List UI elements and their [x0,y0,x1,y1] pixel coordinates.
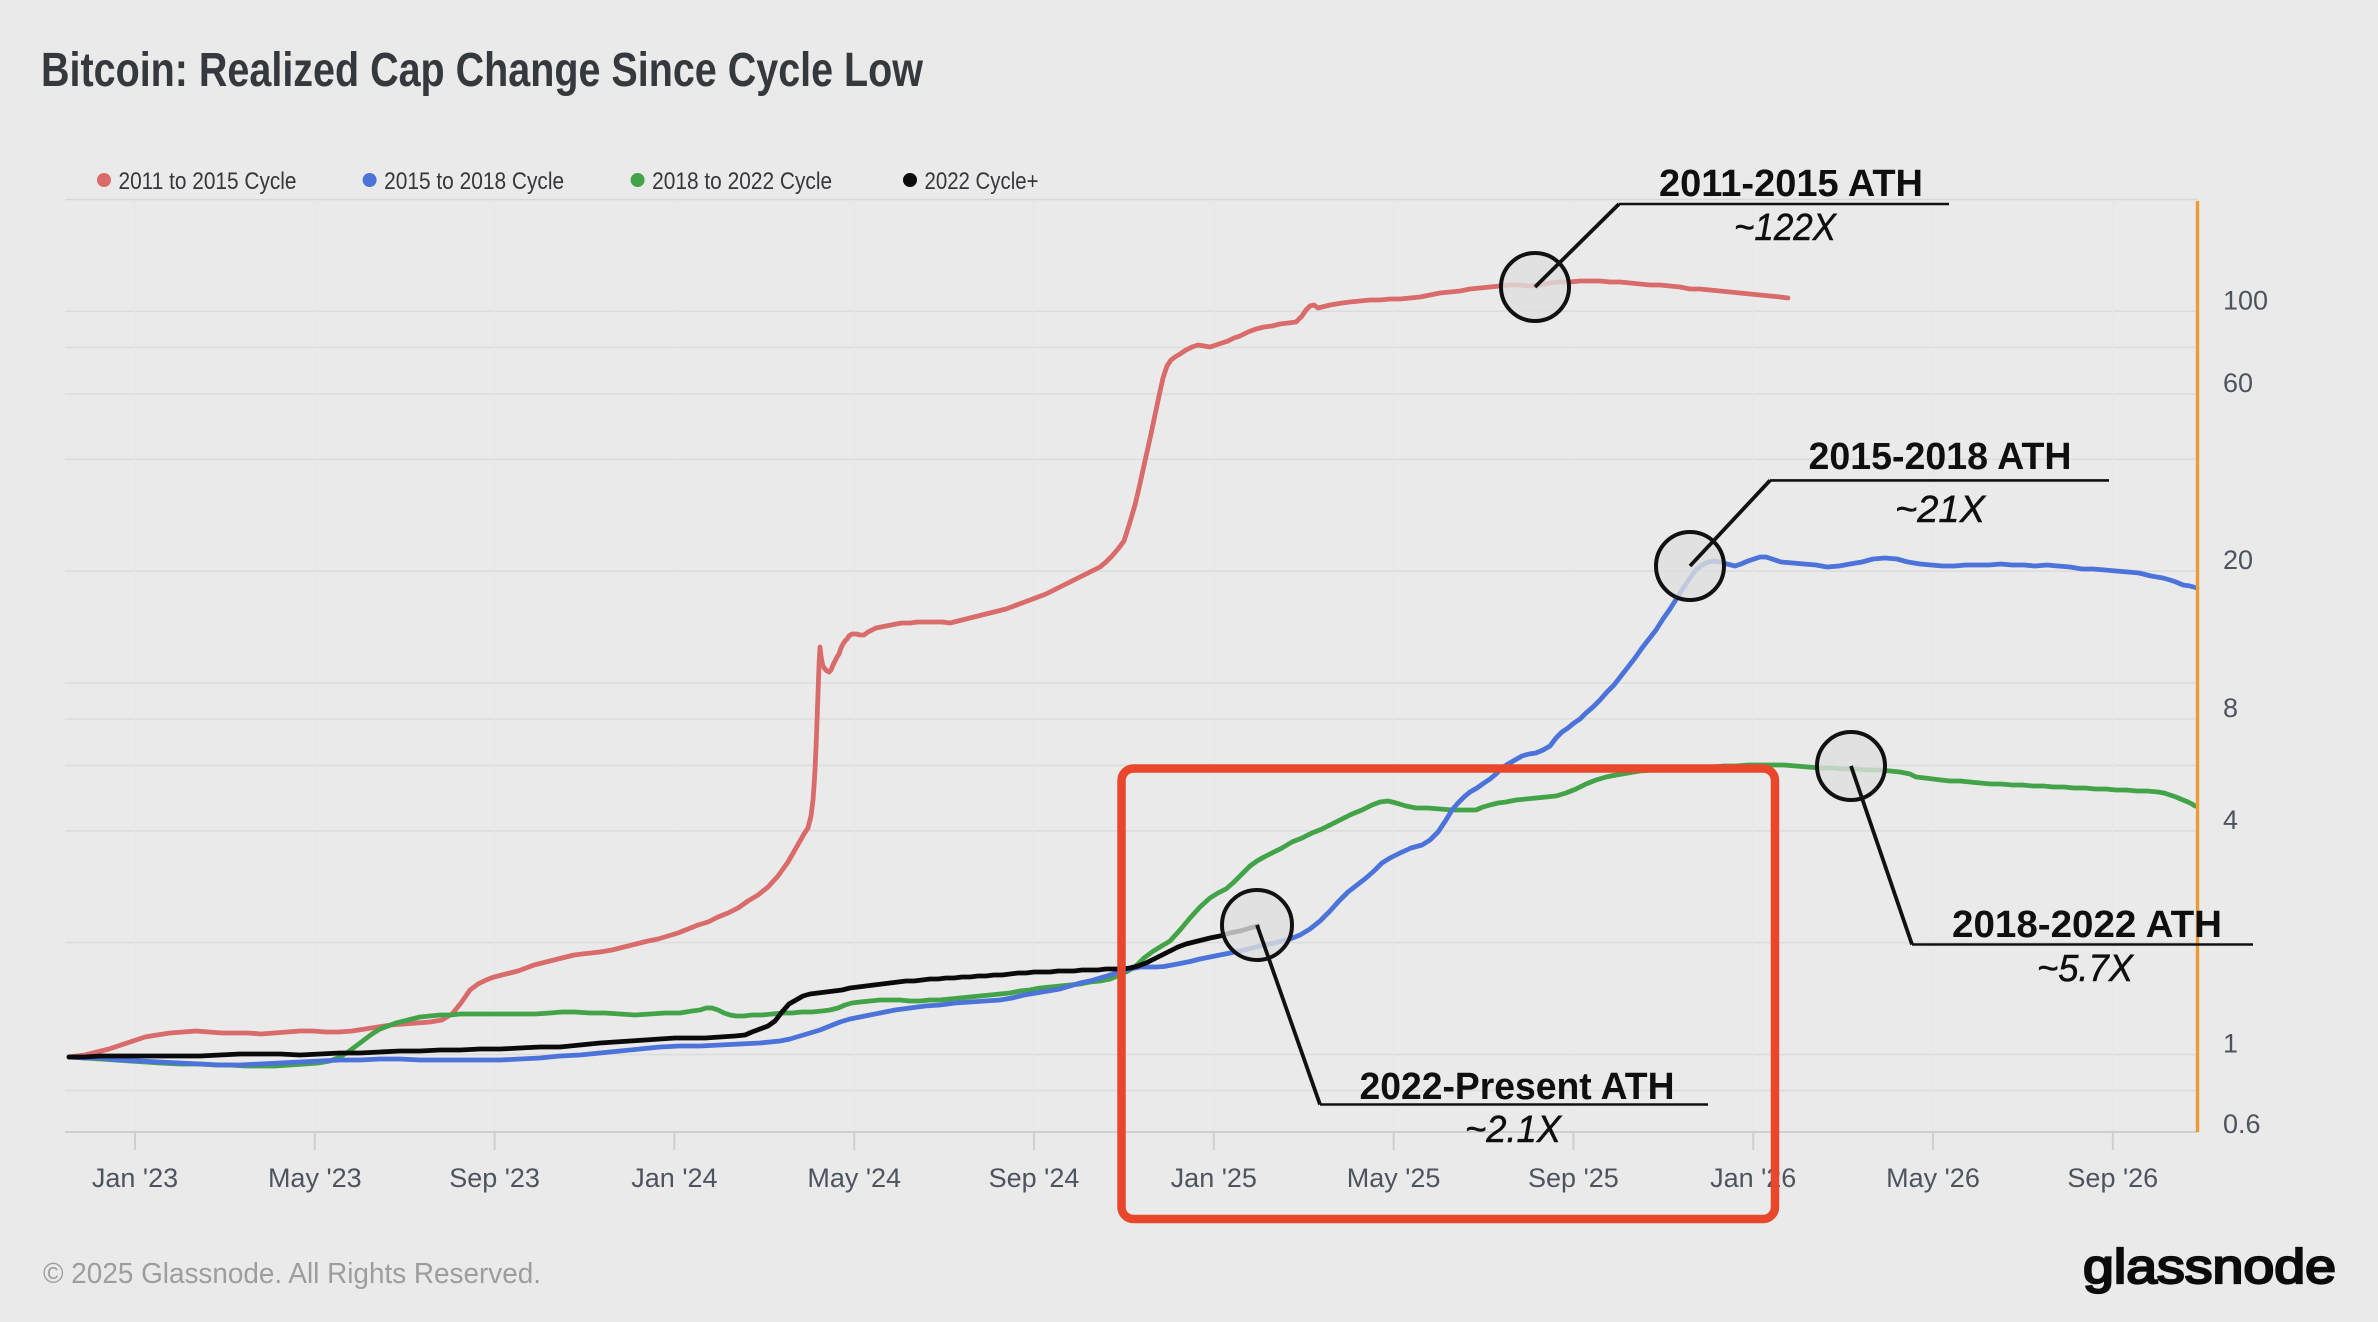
svg-text:0.6: 0.6 [2223,1109,2261,1139]
svg-text:8: 8 [2223,693,2238,723]
svg-text:20: 20 [2223,545,2253,575]
svg-text:Jan '26: Jan '26 [1710,1163,1796,1193]
svg-text:Sep '23: Sep '23 [449,1163,540,1193]
svg-text:100: 100 [2223,285,2268,315]
svg-text:2018-2022 ATH: 2018-2022 ATH [1952,904,2222,946]
svg-text:1: 1 [2223,1029,2238,1059]
svg-text:Bitcoin: Realized Cap Change S: Bitcoin: Realized Cap Change Since Cycle… [41,44,924,97]
svg-text:Sep '24: Sep '24 [989,1163,1080,1193]
svg-text:~21X: ~21X [1895,489,1987,531]
svg-text:Sep '26: Sep '26 [2067,1163,2158,1193]
svg-text:Sep '25: Sep '25 [1528,1163,1619,1193]
svg-text:2011 to 2015 Cycle: 2011 to 2015 Cycle [119,168,297,195]
svg-text:Jan '23: Jan '23 [92,1163,178,1193]
svg-text:2018 to 2022 Cycle: 2018 to 2022 Cycle [652,168,832,195]
svg-text:~5.7X: ~5.7X [2037,948,2135,990]
svg-text:4: 4 [2223,805,2238,835]
svg-text:glassnode: glassnode [2083,1241,2336,1294]
svg-text:~2.1X: ~2.1X [1465,1109,1563,1151]
svg-text:60: 60 [2223,368,2253,398]
svg-text:May '26: May '26 [1886,1163,1980,1193]
svg-text:Jan '25: Jan '25 [1171,1163,1257,1193]
svg-text:2011-2015 ATH: 2011-2015 ATH [1659,163,1923,205]
svg-text:© 2025 Glassnode. All Rights R: © 2025 Glassnode. All Rights Reserved. [43,1258,541,1290]
svg-text:2015-2018 ATH: 2015-2018 ATH [1809,436,2072,478]
svg-text:2022 Cycle+: 2022 Cycle+ [925,168,1039,195]
svg-text:May '24: May '24 [807,1163,901,1193]
svg-text:~122X: ~122X [1734,207,1838,249]
svg-text:2022-Present ATH: 2022-Present ATH [1360,1066,1675,1108]
svg-text:May '23: May '23 [268,1163,362,1193]
svg-text:2015 to 2018 Cycle: 2015 to 2018 Cycle [384,168,564,195]
svg-text:May '25: May '25 [1347,1163,1441,1193]
svg-text:Jan '24: Jan '24 [631,1163,717,1193]
